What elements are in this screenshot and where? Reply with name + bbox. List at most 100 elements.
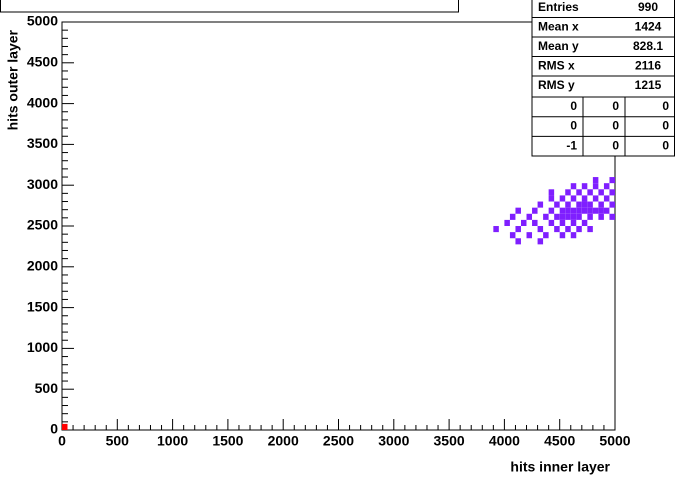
bin-cell: [548, 195, 555, 202]
title-box: [0, 0, 459, 13]
bin-cell: [581, 207, 588, 214]
bin-cell: [548, 207, 555, 214]
bin-cell: [532, 207, 538, 214]
bin-cell: [609, 213, 615, 220]
bin-cell: [592, 177, 599, 184]
bin-cell: [609, 201, 615, 208]
stats-name: Mean y: [538, 39, 579, 53]
bin-cell: [565, 207, 571, 214]
bin-cell: [598, 213, 604, 220]
stats-cell: 0: [662, 138, 669, 152]
bin-cell: [565, 201, 571, 208]
bin-cell: [581, 201, 588, 208]
bin-cell: [603, 207, 610, 214]
y-tick-label: 4500: [27, 54, 58, 70]
stats-name: RMS x: [538, 59, 575, 73]
bin-cell: [509, 232, 516, 239]
bin-cell: [570, 232, 577, 239]
stats-value: 1215: [635, 78, 662, 92]
bin-cell: [576, 207, 582, 214]
bin-cell: [543, 213, 549, 220]
bin-cell: [559, 207, 566, 214]
bin-cell: [603, 183, 610, 190]
bin-cell: [526, 213, 533, 220]
bin-cell: [515, 238, 521, 245]
stats-name: Mean x: [538, 20, 579, 34]
stats-cell: 0: [662, 99, 669, 113]
y-axis-label: hits outer layer: [5, 29, 21, 130]
y-tick-label: 1000: [27, 339, 58, 355]
stats-cell: 0: [570, 119, 577, 133]
bin-cell: [537, 201, 544, 208]
bin-cell: [532, 219, 538, 226]
bin-cell: [554, 226, 560, 233]
stats-value: 990: [638, 0, 658, 14]
stats-cell: 0: [570, 99, 577, 113]
bin-cell: [581, 219, 588, 226]
bin-cell: [548, 189, 555, 196]
x-tick-label: 4000: [489, 433, 520, 449]
bin-cell: [581, 195, 588, 202]
x-tick-label: 3000: [378, 433, 409, 449]
x-tick-label: 5000: [599, 433, 630, 449]
bin-cell: [587, 189, 593, 196]
bin-cell: [559, 219, 566, 226]
bin-cell: [576, 201, 582, 208]
x-tick-label: 1000: [157, 433, 188, 449]
x-tick-label: 3500: [434, 433, 465, 449]
bin-cell: [587, 226, 593, 233]
bin-cell: [548, 219, 555, 226]
bin-cell: [565, 213, 571, 220]
y-tick-label: 3500: [27, 135, 58, 151]
bin-cell: [565, 226, 571, 233]
bin-cell: [62, 423, 68, 430]
bin-cell: [504, 219, 510, 226]
bin-cell: [570, 207, 577, 214]
stats-cell: -1: [566, 138, 577, 152]
bin-cell: [520, 219, 527, 226]
bin-cell: [515, 207, 521, 214]
bin-cell: [526, 232, 533, 239]
bin-cell: [570, 213, 577, 220]
bin-cell: [515, 226, 521, 233]
y-tick-label: 2000: [27, 258, 58, 274]
x-tick-label: 2500: [323, 433, 354, 449]
stats-box: [531, 0, 675, 157]
bin-cell: [554, 201, 560, 208]
bin-cell: [509, 213, 516, 220]
x-tick-label: 2000: [268, 433, 299, 449]
bin-cell: [570, 183, 577, 190]
stats-value: 828.1: [633, 39, 663, 53]
bin-cell: [587, 201, 593, 208]
bin-cell: [537, 226, 544, 233]
bin-cell: [493, 226, 499, 233]
bin-cell: [570, 219, 577, 226]
stats-name: RMS y: [538, 78, 575, 92]
y-tick-label: 1500: [27, 298, 58, 314]
bin-cell: [598, 201, 604, 208]
bin-cell: [559, 232, 566, 239]
y-tick-label: 5000: [27, 13, 58, 29]
bin-cell: [609, 189, 615, 196]
bin-cell: [576, 189, 582, 196]
bin-cell: [609, 177, 615, 184]
bin-cell: [587, 207, 593, 214]
bin-cell: [565, 189, 571, 196]
stats-cell: 0: [612, 99, 619, 113]
bin-cell: [592, 207, 599, 214]
y-tick-label: 3000: [27, 176, 58, 192]
y-tick-label: 2500: [27, 217, 58, 233]
stats-cell: 0: [662, 119, 669, 133]
bin-cell: [570, 195, 577, 202]
stats-cell: 0: [612, 119, 619, 133]
bin-cell: [603, 195, 610, 202]
bin-cell: [559, 195, 566, 202]
stats-cell: 0: [612, 138, 619, 152]
stats-name: Entries: [538, 0, 579, 14]
bin-cell: [559, 213, 566, 220]
bin-cell: [598, 189, 604, 196]
x-tick-label: 0: [58, 433, 66, 449]
bin-cell: [576, 213, 582, 220]
x-tick-label: 500: [106, 433, 130, 449]
